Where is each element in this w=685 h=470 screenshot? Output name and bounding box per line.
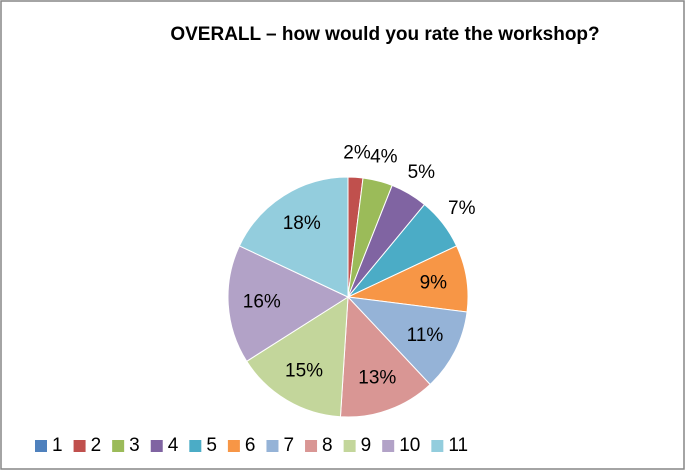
legend-swatch	[227, 440, 240, 452]
pie-slice	[346, 296, 468, 386]
data-label: 7%	[448, 198, 476, 219]
legend-label: 1	[52, 435, 63, 456]
legend-label: 5	[206, 435, 217, 456]
legend-label: 3	[129, 435, 140, 456]
data-label: 18%	[283, 213, 321, 234]
legend-swatch	[73, 440, 86, 452]
legend-swatch	[431, 440, 444, 452]
chart-title: OVERALL – how would you rate the worksho…	[170, 24, 599, 45]
legend-swatch	[35, 440, 47, 452]
pie-slice	[227, 245, 350, 362]
legend-swatch	[150, 440, 163, 452]
legend-label: 10	[399, 435, 420, 456]
legend-label: 8	[322, 435, 333, 456]
data-label: 13%	[358, 367, 396, 388]
legend-label: 4	[168, 435, 179, 456]
legend-swatch	[112, 440, 125, 452]
data-label: 11%	[407, 325, 444, 346]
data-label: 2%	[343, 142, 371, 163]
legend-swatch	[189, 440, 202, 452]
legend-swatch	[266, 440, 279, 452]
data-label: 15%	[285, 360, 323, 381]
data-label: 16%	[243, 291, 281, 312]
pie-slice	[238, 176, 349, 298]
legend-swatch	[305, 440, 318, 452]
legend-label: 2	[91, 435, 102, 456]
data-label: 9%	[420, 272, 448, 293]
data-label: 5%	[408, 162, 436, 183]
legend-label: 7	[283, 435, 294, 456]
legend-label: 6	[245, 435, 256, 456]
legend-swatch	[382, 440, 395, 452]
legend-swatch	[343, 440, 356, 452]
legend-label: 9	[361, 435, 372, 456]
data-label: 4%	[370, 147, 398, 168]
legend-label: 11	[448, 435, 468, 456]
pie-slice	[245, 296, 349, 418]
pie-slice	[339, 295, 431, 418]
